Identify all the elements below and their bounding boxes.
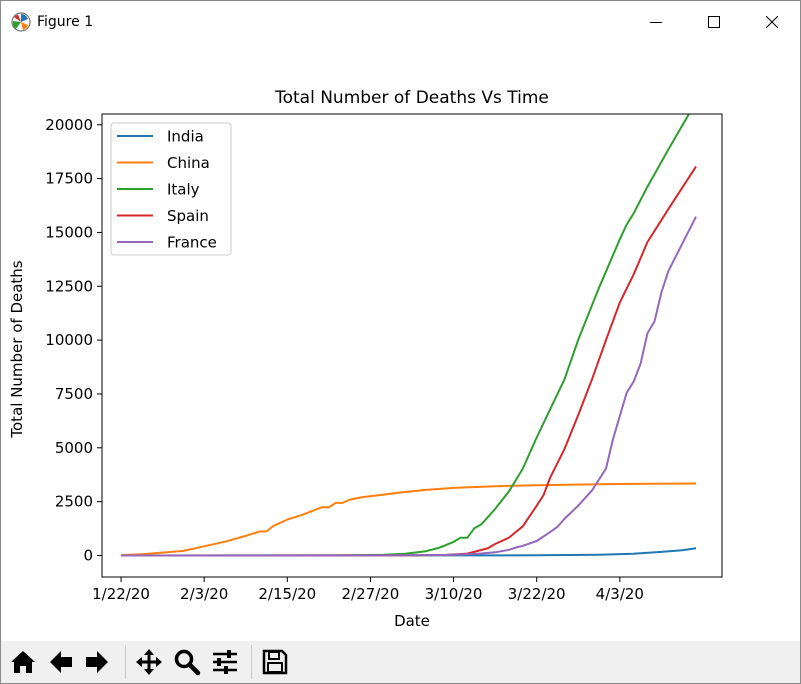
series-line-india <box>121 547 697 557</box>
x-tick-label: 1/22/20 <box>92 585 150 603</box>
legend-label: India <box>167 128 204 146</box>
home-icon <box>11 651 35 673</box>
series-line-china <box>121 482 697 557</box>
figure-canvas[interactable]: Total Number of Deaths Vs Time Date Tota… <box>1 43 800 641</box>
navigation-toolbar <box>1 641 800 683</box>
save-icon <box>262 649 288 675</box>
plot-frame <box>101 113 723 578</box>
close-button[interactable] <box>743 1 800 43</box>
legend-label: France <box>167 234 217 252</box>
y-tick-label: 7500 <box>55 385 93 403</box>
x-tick-label: 2/15/20 <box>258 585 316 603</box>
forward-arrow-icon <box>86 651 108 673</box>
y-tick-label: 5000 <box>55 439 93 457</box>
series-line-italy <box>121 114 691 557</box>
x-tick-label: 3/22/20 <box>508 585 566 603</box>
configure-subplots-icon <box>213 650 237 674</box>
toolbar-separator <box>125 645 126 679</box>
maximize-button[interactable] <box>685 1 743 43</box>
x-axis-label: Date <box>394 612 430 630</box>
x-tick-label: 2/27/20 <box>342 585 400 603</box>
minimize-button[interactable] <box>627 1 685 43</box>
back-button[interactable] <box>46 647 76 677</box>
chart-title: Total Number of Deaths Vs Time <box>274 88 549 108</box>
window-title: Figure 1 <box>37 14 94 30</box>
legend-label: China <box>167 154 210 172</box>
zoom-button[interactable] <box>172 647 202 677</box>
y-tick-label: 2500 <box>55 493 93 511</box>
title-bar[interactable]: Figure 1 <box>1 1 800 43</box>
configure-subplots-button[interactable] <box>210 647 240 677</box>
legend-box <box>110 122 232 256</box>
forward-button[interactable] <box>82 647 112 677</box>
y-axis-label: Total Number of Deaths <box>8 260 26 438</box>
line-chart: Total Number of Deaths Vs Time Date Tota… <box>8 88 723 630</box>
pan-button[interactable] <box>134 647 164 677</box>
matplotlib-logo-icon <box>11 12 31 32</box>
save-button[interactable] <box>260 647 290 677</box>
y-tick-label: 20000 <box>45 116 93 134</box>
legend-label: Italy <box>167 181 200 199</box>
y-tick-label: 12500 <box>45 277 93 295</box>
toolbar-separator <box>251 645 252 679</box>
y-tick-label: 15000 <box>45 223 93 241</box>
y-tick-label: 10000 <box>45 331 93 349</box>
minimize-icon <box>650 22 662 23</box>
x-tick-label: 3/10/20 <box>425 585 483 603</box>
x-tick-label: 2/3/20 <box>180 585 228 603</box>
y-tick-label: 0 <box>83 546 93 564</box>
home-button[interactable] <box>8 647 38 677</box>
back-arrow-icon <box>50 651 72 673</box>
maximize-icon <box>708 16 720 28</box>
close-icon <box>766 16 778 28</box>
legend-label: Spain <box>167 207 209 225</box>
axis-ticks: 1/22/20 2/3/20 2/15/20 2/27/20 3/10/20 3/22/2… <box>45 116 644 603</box>
series-lines <box>121 114 697 557</box>
series-line-france <box>121 216 697 557</box>
legend: India China Italy Spain France <box>110 122 232 256</box>
zoom-icon <box>174 649 201 676</box>
series-line-spain <box>121 166 697 557</box>
y-tick-label: 17500 <box>45 170 93 188</box>
x-tick-label: 4/3/20 <box>596 585 644 603</box>
pan-icon <box>136 649 162 675</box>
